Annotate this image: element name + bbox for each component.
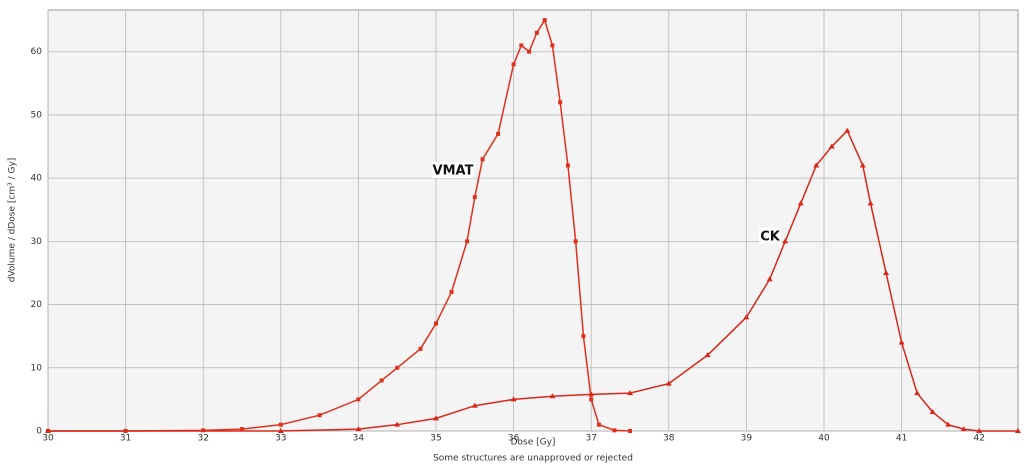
y-tick-label: 40 — [31, 174, 43, 184]
annotation: VMAT — [433, 164, 474, 179]
x-tick-label: 39 — [741, 434, 753, 444]
marker — [433, 415, 439, 421]
marker — [395, 365, 400, 370]
marker — [465, 239, 470, 244]
marker — [277, 428, 284, 433]
label-bg — [432, 162, 474, 178]
marker — [434, 321, 438, 326]
marker — [550, 43, 555, 48]
marker — [782, 238, 789, 244]
marker — [542, 18, 547, 23]
label-bg — [759, 228, 781, 244]
marker — [379, 378, 384, 383]
x-tick-label: 31 — [120, 434, 131, 444]
marker — [883, 269, 890, 275]
annotation: CK — [760, 230, 781, 245]
y-tick-label: 30 — [31, 237, 43, 247]
marker — [596, 422, 601, 427]
x-tick-label: 40 — [818, 434, 830, 444]
marker — [960, 426, 967, 432]
marker — [867, 200, 874, 206]
marker — [394, 421, 401, 427]
x-tick-label: 37 — [585, 434, 596, 444]
marker — [45, 428, 51, 433]
marker — [976, 428, 983, 433]
x-tick-label: 35 — [430, 434, 441, 444]
marker — [549, 393, 556, 399]
marker — [813, 162, 820, 168]
marker — [240, 427, 244, 432]
x-tick-label: 41 — [896, 434, 907, 444]
x-axis-label: Dose [Gy] — [511, 438, 556, 448]
y-tick-label: 50 — [31, 110, 43, 120]
marker — [628, 429, 632, 433]
marker — [743, 314, 750, 320]
marker — [828, 143, 835, 149]
marker — [581, 334, 586, 339]
marker — [914, 390, 921, 396]
marker — [565, 163, 570, 168]
marker — [859, 162, 866, 168]
y-tick-label: 60 — [31, 47, 43, 57]
marker — [519, 43, 524, 48]
marker — [945, 421, 952, 427]
marker — [510, 396, 517, 402]
marker — [929, 409, 936, 415]
y-axis-label: dVolume / dDose [cm³ / Gy] — [8, 158, 18, 283]
marker — [356, 397, 361, 402]
footer: Some structures are unapproved or reject… — [433, 454, 633, 464]
marker — [704, 352, 711, 358]
series-line — [48, 18, 631, 432]
y-tick-label: 10 — [31, 363, 43, 373]
y-tick-label: 20 — [31, 300, 43, 310]
marker — [480, 157, 485, 162]
marker — [278, 422, 283, 427]
x-tick-label: 38 — [663, 434, 675, 444]
marker — [573, 239, 578, 244]
marker — [534, 30, 539, 35]
marker — [471, 402, 478, 408]
marker — [355, 426, 362, 432]
marker — [612, 428, 617, 433]
marker — [797, 200, 804, 206]
marker — [558, 100, 563, 105]
x-tick-label: 42 — [973, 434, 984, 444]
x-tick-label: 33 — [275, 434, 286, 444]
marker — [418, 346, 423, 351]
marker — [589, 397, 594, 402]
x-tick-label: 34 — [353, 434, 365, 444]
marker — [472, 195, 477, 200]
x-tick-label: 30 — [42, 434, 54, 444]
y-tick-label: 0 — [36, 427, 42, 437]
marker — [588, 391, 595, 397]
marker — [766, 276, 773, 282]
x-tick-label: 32 — [197, 434, 208, 444]
marker — [1015, 428, 1021, 433]
marker — [898, 339, 905, 345]
marker — [665, 380, 672, 386]
x-tick-label: 36 — [508, 434, 520, 444]
marker — [844, 127, 851, 133]
marker — [527, 49, 532, 54]
marker — [496, 131, 501, 136]
marker — [449, 289, 454, 294]
marker — [627, 390, 633, 396]
marker — [511, 62, 516, 67]
marker — [317, 413, 322, 418]
plot-area — [47, 9, 1019, 432]
